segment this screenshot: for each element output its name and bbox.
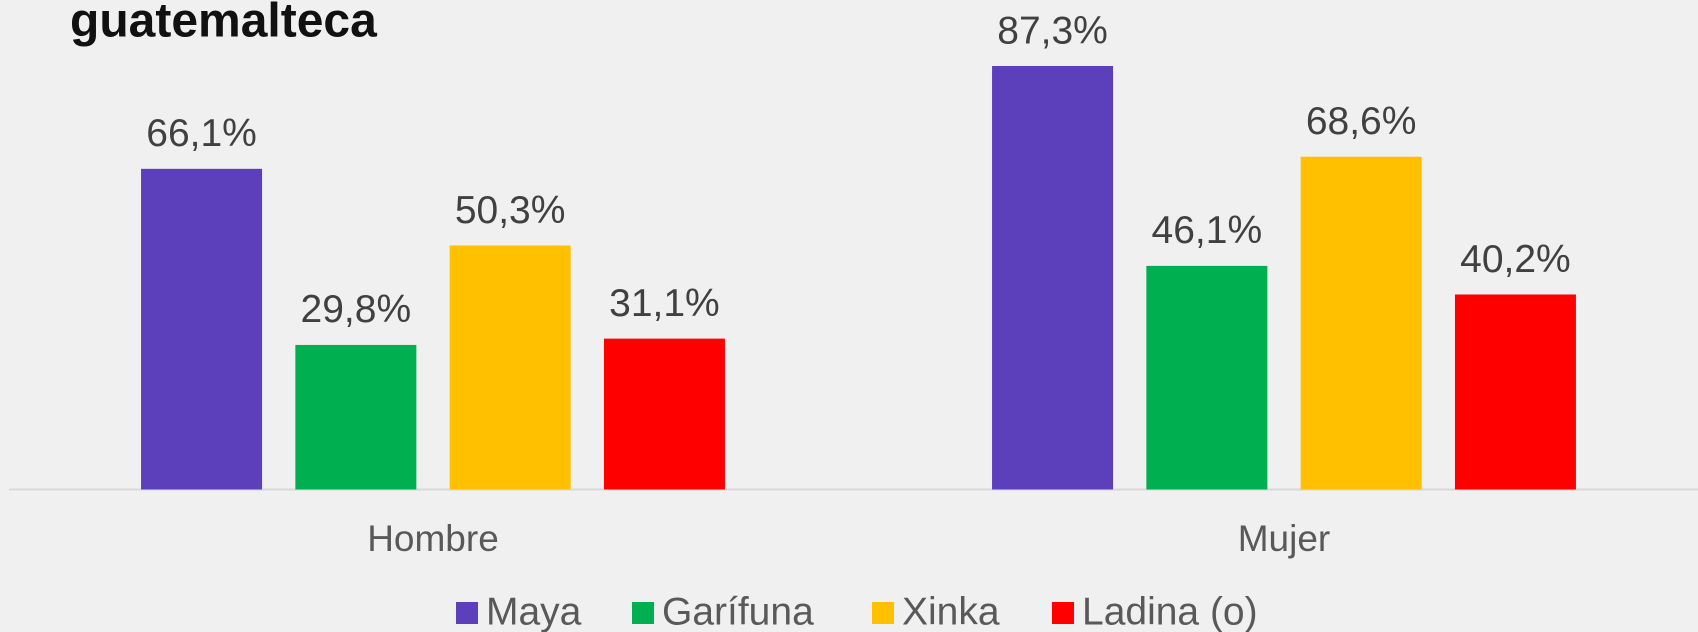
bar <box>1454 294 1576 490</box>
bar <box>449 245 571 490</box>
bar <box>1300 156 1422 490</box>
data-label: 50,3% <box>455 189 566 232</box>
bar <box>141 168 263 490</box>
legend-swatch <box>456 602 478 624</box>
bar <box>295 344 417 490</box>
data-label: 68,6% <box>1306 100 1417 143</box>
data-label: 31,1% <box>609 282 720 325</box>
data-label: 66,1% <box>146 112 257 155</box>
chart-title: guatemalteca <box>70 0 377 48</box>
bar <box>992 66 1114 490</box>
legend-swatch <box>872 602 894 624</box>
legend-swatch <box>632 602 654 624</box>
legend-label: Maya <box>486 590 582 632</box>
x-tick-label: Hombre <box>367 518 499 559</box>
x-tick-label: Mujer <box>1238 518 1331 559</box>
bar <box>1146 265 1268 490</box>
legend-label: Garífuna <box>662 590 814 632</box>
bar <box>603 338 725 490</box>
legend-swatch <box>1052 602 1074 624</box>
legend-label: Ladina (o) <box>1082 590 1258 632</box>
data-label: 29,8% <box>301 288 412 331</box>
data-label: 46,1% <box>1152 209 1263 252</box>
data-label: 87,3% <box>997 9 1108 52</box>
data-label: 40,2% <box>1460 238 1571 281</box>
legend-label: Xinka <box>902 590 1000 632</box>
